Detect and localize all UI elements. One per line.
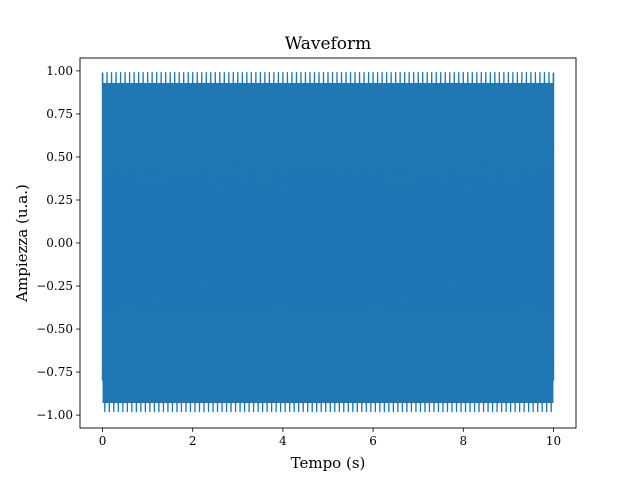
x-axis-ticks: 0 2 4 6 8 10 [99,428,561,448]
y-tick-label: −0.75 [36,365,73,379]
y-tick-label: −1.00 [36,408,73,422]
waveform-line [101,71,555,413]
x-tick-label: 8 [459,434,467,448]
y-tick-label: 0.25 [46,193,73,207]
x-tick-label: 0 [99,434,107,448]
x-tick-label: 6 [369,434,377,448]
y-tick-label: 0.75 [46,107,73,121]
chart-title: Waveform [285,34,372,54]
y-axis-ticks: −1.00 −0.75 −0.50 −0.25 0.00 0.25 0.50 0.75 1.00 [36,64,80,422]
y-tick-label: 0.00 [46,236,73,250]
x-axis-label: Tempo (s) [291,454,366,472]
y-tick-label: −0.50 [36,322,73,336]
x-tick-label: 2 [189,434,197,448]
x-tick-label: 10 [546,434,561,448]
x-tick-label: 4 [279,434,287,448]
y-tick-label: 0.50 [46,150,73,164]
y-tick-label: 1.00 [46,64,73,78]
y-tick-label: −0.25 [36,279,73,293]
plot-marks [101,71,555,413]
y-axis-label: Ampiezza (u.a.) [13,184,31,303]
